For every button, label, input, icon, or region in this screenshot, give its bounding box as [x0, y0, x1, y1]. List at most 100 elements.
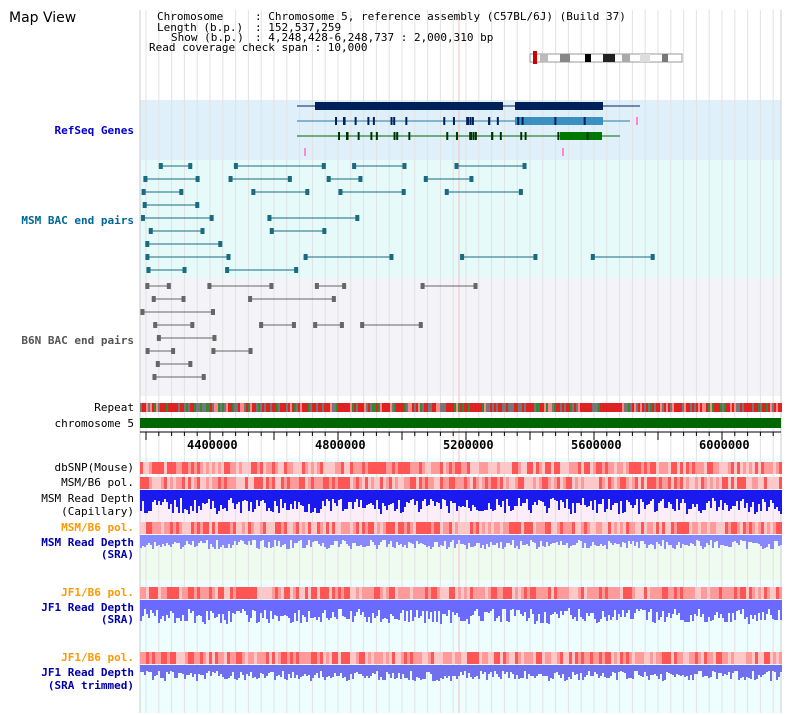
polymorphism-cell [356, 462, 359, 474]
polymorphism-cell [275, 652, 278, 664]
read-depth-bar [504, 490, 506, 513]
polymorphism-cell [710, 652, 713, 664]
track-label-msm-b6-pol-2[interactable]: MSM/B6 pol. [61, 521, 134, 534]
polymorphism-cell [356, 477, 359, 489]
polymorphism-cell [758, 462, 761, 474]
read-depth-bar [206, 535, 208, 540]
polymorphism-cell [281, 477, 284, 489]
polymorphism-cell [719, 652, 722, 664]
track-label-b6n-bac[interactable]: B6N BAC end pairs [21, 334, 134, 347]
track-label-msm-b6-pol[interactable]: MSM/B6 pol. [61, 476, 134, 489]
bac-end-marker [418, 322, 423, 328]
polymorphism-cell [590, 462, 593, 474]
polymorphism-cell [545, 477, 548, 489]
track-label-dbsnp[interactable]: dbSNP(Mouse) [54, 461, 134, 474]
bac-end-marker [143, 176, 148, 182]
polymorphism-cell [776, 587, 779, 599]
polymorphism-cell [581, 477, 584, 489]
read-depth-bar [386, 665, 388, 672]
polymorphism-cell [698, 652, 701, 664]
read-depth-bar [420, 600, 422, 616]
polymorphism-cell [434, 477, 437, 489]
track-label-refseq[interactable]: RefSeq Genes [54, 124, 134, 137]
polymorphism-cell [467, 462, 470, 474]
read-depth-bar [676, 600, 678, 615]
polymorphism-cell [371, 477, 374, 489]
read-depth-bar [190, 665, 192, 673]
polymorphism-cell [227, 462, 230, 474]
gene-exon [455, 132, 458, 140]
read-depth-bar [406, 665, 408, 678]
read-depth-bar [272, 665, 274, 672]
read-depth-bar [392, 490, 394, 503]
polymorphism-cell [353, 587, 356, 599]
polymorphism-cell [434, 587, 437, 599]
repeat-segment [468, 403, 470, 412]
read-depth-bar [632, 665, 634, 679]
repeat-segment [634, 403, 636, 412]
repeat-segment [188, 403, 190, 412]
track-label-msm-depth[interactable]: MSM Read Depth [41, 492, 134, 505]
read-depth-bar [584, 535, 586, 543]
length-key: Length (b.p.) [157, 21, 244, 34]
track-label-repeat[interactable]: Repeat [94, 401, 134, 414]
polymorphism-cell [737, 477, 740, 489]
read-depth-bar [604, 665, 606, 677]
read-depth-bar [566, 600, 568, 611]
track-label-jf1-b6-pol-2[interactable]: JF1/B6 pol. [61, 651, 134, 664]
read-depth-bar [680, 665, 682, 676]
polymorphism-cell [383, 462, 386, 474]
polymorphism-cell [506, 462, 509, 474]
read-depth-bar [256, 665, 258, 679]
track-label-msm-bac[interactable]: MSM BAC end pairs [21, 214, 134, 227]
polymorphism-cell [674, 522, 677, 534]
polymorphism-cell [509, 462, 512, 474]
read-depth-bar [280, 535, 282, 547]
polymorphism-cell [488, 652, 491, 664]
polymorphism-cell [317, 462, 320, 474]
read-depth-bar [324, 600, 326, 610]
read-depth-bar [298, 535, 300, 541]
polymorphism-cell [413, 462, 416, 474]
read-depth-bar [702, 490, 704, 510]
polymorphism-cell [428, 522, 431, 534]
read-depth-bar [328, 600, 330, 620]
track-label-jf1-b6-pol[interactable]: JF1/B6 pol. [61, 586, 134, 599]
read-depth-bar [672, 600, 674, 614]
polymorphism-cell [317, 522, 320, 534]
polymorphism-cell [239, 477, 242, 489]
read-depth-bar [528, 665, 530, 674]
read-depth-bar [636, 665, 638, 671]
read-depth-bar [310, 665, 312, 681]
track-label-msm-sra[interactable]: MSM Read Depth [41, 536, 134, 549]
polymorphism-cell [731, 587, 734, 599]
polymorphism-cell [680, 652, 683, 664]
read-depth-bar [548, 600, 550, 624]
repeat-segment [612, 403, 614, 412]
read-depth-bar [248, 535, 250, 541]
repeat-segment [368, 403, 370, 412]
repeat-segment [454, 403, 456, 412]
polymorphism-cell [305, 477, 308, 489]
polymorphism-cell [404, 587, 407, 599]
read-depth-bar [724, 490, 726, 503]
polymorphism-cell [725, 477, 728, 489]
track-label-jf1-trim[interactable]: JF1 Read Depth [41, 666, 134, 679]
polymorphism-cell [398, 477, 401, 489]
read-depth-bar [722, 490, 724, 510]
read-depth-bar [508, 490, 510, 506]
polymorphism-cell [542, 652, 545, 664]
polymorphism-cell [512, 587, 515, 599]
polymorphism-cell [365, 462, 368, 474]
read-depth-bar [374, 600, 376, 618]
axis-tick-label: 5200000 [443, 438, 494, 452]
read-depth-bar [614, 600, 616, 610]
polymorphism-cell [254, 587, 257, 599]
repeat-segment [520, 403, 522, 412]
track-label-jf1-depth[interactable]: JF1 Read Depth [41, 601, 134, 614]
read-depth-bar [438, 490, 440, 503]
bac-end-marker [402, 163, 407, 169]
read-depth-bar [150, 600, 152, 610]
read-depth-bar [388, 665, 390, 674]
